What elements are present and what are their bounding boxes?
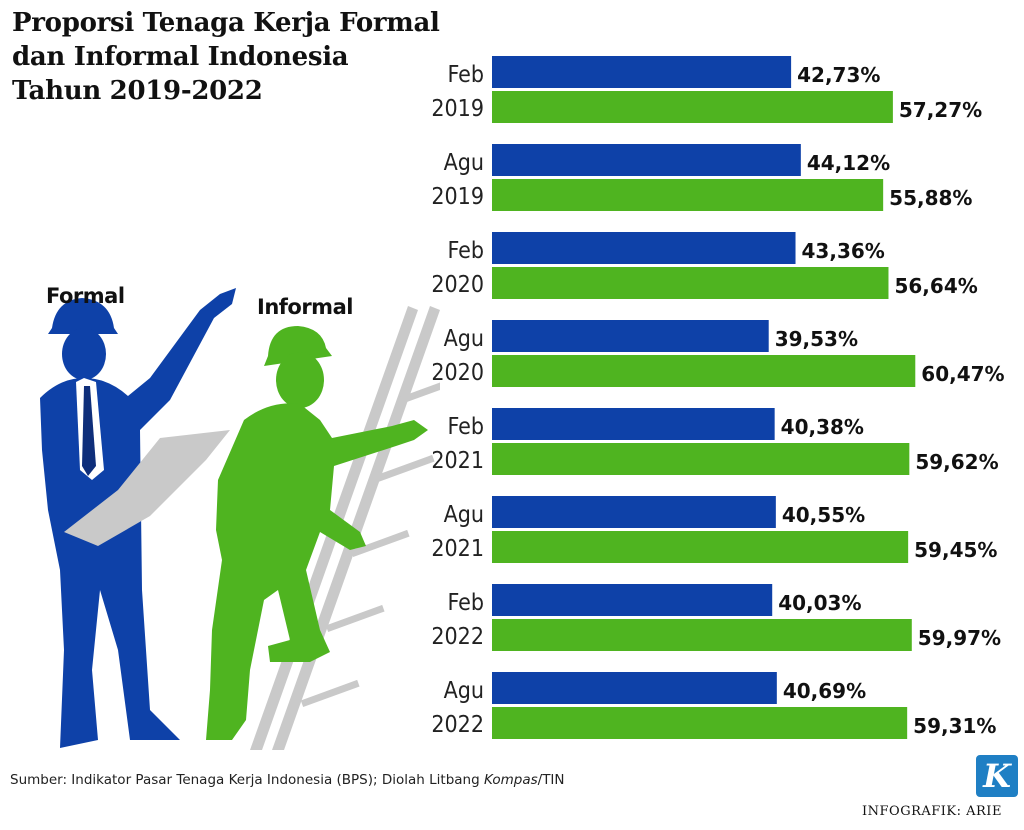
category-label-year: 2022 xyxy=(431,624,484,650)
category-label-month: Agu xyxy=(444,326,484,352)
source-suffix: /TIN xyxy=(537,772,565,788)
category-label-year: 2020 xyxy=(431,360,484,386)
bar-formal xyxy=(492,672,777,704)
blueprint-icon xyxy=(64,430,230,546)
bar-formal xyxy=(492,496,776,528)
informal-worker-icon xyxy=(206,326,428,740)
title-line-1: Proporsi Tenaga Kerja Formal xyxy=(12,8,440,38)
bar-informal xyxy=(492,91,893,123)
bar-informal xyxy=(492,531,909,563)
source-note: Sumber: Indikator Pasar Tenaga Kerja Ind… xyxy=(10,772,565,788)
data-label-informal: 60,47% xyxy=(921,362,1004,386)
bar-formal xyxy=(492,144,801,176)
bar-informal xyxy=(492,619,912,651)
title-line-2: dan Informal Indonesia xyxy=(12,42,349,72)
category-label-month: Feb xyxy=(447,414,484,440)
kompas-logo-icon: K xyxy=(976,755,1018,797)
bar-informal xyxy=(492,179,884,211)
data-label-formal: 43,36% xyxy=(802,239,885,263)
data-label-informal: 55,88% xyxy=(889,186,972,210)
bar-informal xyxy=(492,355,916,387)
data-label-informal: 57,27% xyxy=(899,98,982,122)
category-label-month: Feb xyxy=(447,590,484,616)
category-label-year: 2020 xyxy=(431,272,484,298)
category-label-year: 2022 xyxy=(431,712,484,738)
bar-formal xyxy=(492,408,775,440)
bar-informal xyxy=(492,267,889,299)
data-label-informal: 59,45% xyxy=(914,538,997,562)
bar-informal xyxy=(492,707,908,739)
category-label-month: Agu xyxy=(444,150,484,176)
data-label-formal: 40,03% xyxy=(778,591,861,615)
data-label-informal: 59,97% xyxy=(918,626,1001,650)
bar-formal xyxy=(492,56,792,88)
category-label-month: Agu xyxy=(444,502,484,528)
chart-title: Proporsi Tenaga Kerja Formal dan Informa… xyxy=(12,6,452,108)
data-label-informal: 59,62% xyxy=(915,450,998,474)
legend-formal: Formal xyxy=(46,284,125,308)
data-label-formal: 40,55% xyxy=(782,503,865,527)
category-label-month: Feb xyxy=(447,62,484,88)
bar-chart: Feb 2019 42,73% 57,27% Agu 2019 44,12% 55,88% Fe… xyxy=(431,56,1005,739)
source-prefix: Sumber: Indikator Pasar Tenaga Kerja Ind… xyxy=(10,772,484,788)
category-label-year: 2021 xyxy=(431,536,484,562)
formal-shirt-icon xyxy=(76,378,104,480)
category-label-month: Feb xyxy=(447,238,484,264)
legend-informal: Informal xyxy=(257,295,353,319)
data-label-formal: 44,12% xyxy=(807,151,890,175)
infographic-credit: INFOGRAFIK: ARIE xyxy=(862,804,1002,819)
data-label-formal: 40,38% xyxy=(781,415,864,439)
data-label-informal: 59,31% xyxy=(913,714,996,738)
data-label-formal: 42,73% xyxy=(797,63,880,87)
category-label-month: Agu xyxy=(444,678,484,704)
data-label-formal: 40,69% xyxy=(783,679,866,703)
category-label-year: 2021 xyxy=(431,448,484,474)
data-label-formal: 39,53% xyxy=(775,327,858,351)
workers-illustration xyxy=(40,288,440,750)
bar-formal xyxy=(492,320,769,352)
bar-formal xyxy=(492,232,796,264)
data-label-informal: 56,64% xyxy=(894,274,977,298)
category-label-year: 2019 xyxy=(431,96,484,122)
bar-formal xyxy=(492,584,773,616)
bar-informal xyxy=(492,443,910,475)
title-line-3: Tahun 2019-2022 xyxy=(12,76,263,106)
category-label-year: 2019 xyxy=(431,184,484,210)
source-italic: Kompas xyxy=(483,772,538,788)
